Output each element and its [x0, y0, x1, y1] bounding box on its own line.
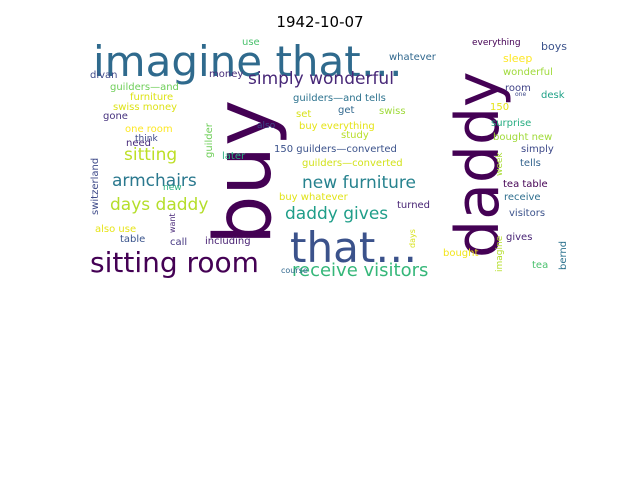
word-20: guilders—and: [110, 82, 179, 93]
word-63: imagine: [495, 235, 505, 272]
word-56: tea: [532, 260, 548, 271]
word-15: sleep: [503, 52, 532, 65]
word-65: one: [515, 91, 526, 98]
word-32: surprise: [491, 118, 531, 129]
word-31: buy everything: [299, 121, 375, 132]
word-7: new furniture: [302, 173, 416, 193]
word-12: whatever: [389, 52, 437, 63]
word-5: receive visitors: [292, 260, 428, 281]
word-28: 150: [490, 102, 509, 113]
word-18: money: [209, 69, 243, 80]
word-23: desk: [541, 90, 565, 101]
word-2: imagine that…: [93, 37, 403, 86]
word-47: receive: [504, 192, 541, 203]
word-24: guilders—and tells: [293, 93, 386, 104]
word-46: buy whatever: [279, 192, 349, 203]
word-13: everything: [472, 38, 521, 48]
word-51: table: [120, 234, 145, 245]
word-41: later: [222, 151, 246, 162]
word-19: divan: [90, 70, 118, 81]
word-29: gone: [103, 111, 128, 122]
word-21: furniture: [130, 92, 173, 103]
word-14: boys: [541, 40, 567, 53]
word-10: armchairs: [112, 171, 197, 191]
word-9: days daddy: [110, 195, 208, 215]
word-27: swiss: [379, 106, 406, 117]
word-45: tea table: [503, 179, 548, 190]
word-22: room: [505, 83, 531, 94]
word-26: get: [338, 105, 355, 116]
word-55: bought: [443, 248, 478, 259]
word-43: new: [163, 183, 182, 193]
word-33: one room: [125, 124, 173, 135]
word-16: wonderful: [503, 67, 553, 78]
word-4: sitting room: [90, 246, 259, 279]
word-60: want: [168, 213, 177, 233]
word-49: turned: [397, 200, 430, 211]
word-58: switzerland: [90, 158, 101, 215]
word-57: course: [281, 266, 308, 275]
word-53: including: [205, 236, 251, 247]
word-39: 150 guilders—converted: [274, 144, 397, 155]
word-64: bernd: [558, 241, 569, 270]
word-30: set: [296, 109, 311, 120]
word-8: daddy gives: [285, 204, 388, 224]
word-44: think: [135, 134, 158, 144]
word-3: that…: [290, 223, 417, 272]
word-62: week: [495, 152, 505, 176]
word-35: bought new: [493, 132, 552, 143]
word-25: swiss money: [113, 102, 177, 113]
word-61: days: [408, 229, 417, 248]
word-40: tells: [520, 158, 541, 169]
word-6: simply wonderful: [248, 69, 394, 89]
word-36: also: [257, 121, 276, 131]
word-42: guilders—converted: [302, 158, 403, 169]
word-17: use: [242, 37, 260, 48]
word-34: study: [341, 130, 369, 141]
word-38: simply: [521, 144, 554, 155]
word-1: daddy: [443, 71, 513, 258]
word-52: call: [170, 237, 187, 248]
word-11: sitting: [124, 145, 177, 165]
word-50: also use: [95, 224, 136, 235]
word-48: visitors: [509, 208, 545, 219]
chart-title: 1942-10-07: [276, 13, 363, 31]
word-cloud-words: buy daddy imagine that… that… sitting room re…: [90, 37, 569, 281]
word-0: buy: [199, 100, 289, 245]
word-54: gives: [506, 232, 532, 243]
word-37: need: [126, 138, 151, 149]
word-59: guilder: [204, 122, 215, 158]
